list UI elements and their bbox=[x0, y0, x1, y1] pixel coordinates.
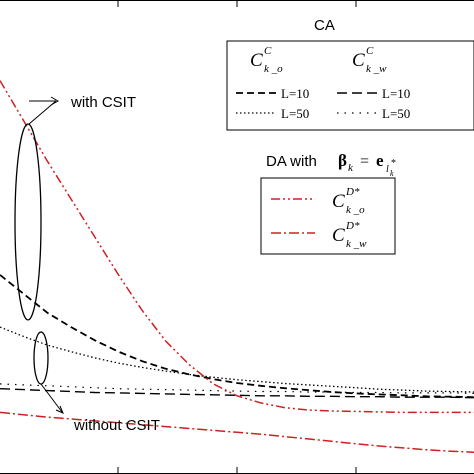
legend-label-cw-l10: L=10 bbox=[382, 86, 410, 101]
legend-ca-col2-sub: k _w bbox=[366, 63, 387, 75]
legend-da: DA with β k = e l k * C D* k _o C D* k _… bbox=[260, 151, 396, 255]
series-line-cw-l50 bbox=[0, 383, 474, 394]
legend-label-cw-l50: L=50 bbox=[382, 106, 410, 121]
series-line-da-w bbox=[0, 411, 474, 453]
legend-ca-col1-symbol: C bbox=[250, 50, 263, 71]
legend-label-co-l10: L=10 bbox=[281, 86, 309, 101]
series-line-co-l10 bbox=[0, 274, 474, 399]
legend-da-o-sup: D* bbox=[345, 186, 360, 198]
legend-ca-col2-header: C C k _w bbox=[352, 45, 387, 75]
legend-da-w-sub: k _w bbox=[346, 238, 367, 250]
legend-label-da-o: C D* k _o bbox=[332, 186, 365, 216]
legend-da-w-sup: D* bbox=[345, 220, 360, 232]
legend-da-title-e-subsub: k bbox=[390, 169, 394, 178]
with-csit-label: with CSIT bbox=[70, 94, 136, 111]
legend-da-o-symbol: C bbox=[332, 191, 345, 212]
legend-da-title: DA with β k = e l k * bbox=[266, 151, 396, 178]
with-csit-ellipse bbox=[14, 123, 42, 321]
legend-ca-box bbox=[226, 40, 474, 131]
legend-ca: CA C C k _o C C k _w L=10 L=10 L=50 L=50 bbox=[226, 17, 474, 131]
with-csit-arrow-head bbox=[50, 96, 60, 106]
legend-da-title-e-star: * bbox=[391, 158, 396, 169]
without-csit-arrow-line bbox=[40, 383, 63, 413]
annotation-with-csit: with CSIT bbox=[14, 94, 136, 321]
legend-label-da-w: C D* k _w bbox=[332, 220, 367, 250]
legend-ca-col1-sup: C bbox=[264, 45, 272, 57]
legend-da-title-e-sub: l bbox=[386, 164, 389, 175]
legend-ca-col1-sub: k _o bbox=[264, 63, 283, 75]
legend-da-title-beta-sub: k bbox=[348, 162, 354, 174]
without-csit-arrow-head bbox=[55, 405, 64, 414]
legend-ca-col2-sup: C bbox=[366, 45, 374, 57]
legend-da-title-eq: = bbox=[360, 153, 369, 170]
series-line-da-o bbox=[0, 80, 474, 414]
annotation-without-csit: without CSIT bbox=[33, 331, 160, 434]
legend-ca-title: CA bbox=[314, 17, 335, 34]
without-csit-ellipse bbox=[33, 331, 49, 385]
series-layer bbox=[0, 80, 474, 453]
legend-ca-col1-header: C C k _o bbox=[250, 45, 283, 75]
legend-da-box bbox=[260, 177, 396, 255]
legend-da-title-beta: β bbox=[338, 151, 347, 170]
without-csit-label: without CSIT bbox=[73, 417, 160, 434]
legend-da-title-e: e bbox=[376, 151, 384, 170]
legend-da-o-sub: k _o bbox=[346, 204, 365, 216]
legend-label-co-l50: L=50 bbox=[281, 106, 309, 121]
legend-ca-col2-symbol: C bbox=[352, 50, 365, 71]
series-line-cw-l10 bbox=[0, 388, 474, 399]
legend-da-title-text: DA with bbox=[266, 153, 317, 170]
legend-da-w-symbol: C bbox=[332, 225, 345, 246]
